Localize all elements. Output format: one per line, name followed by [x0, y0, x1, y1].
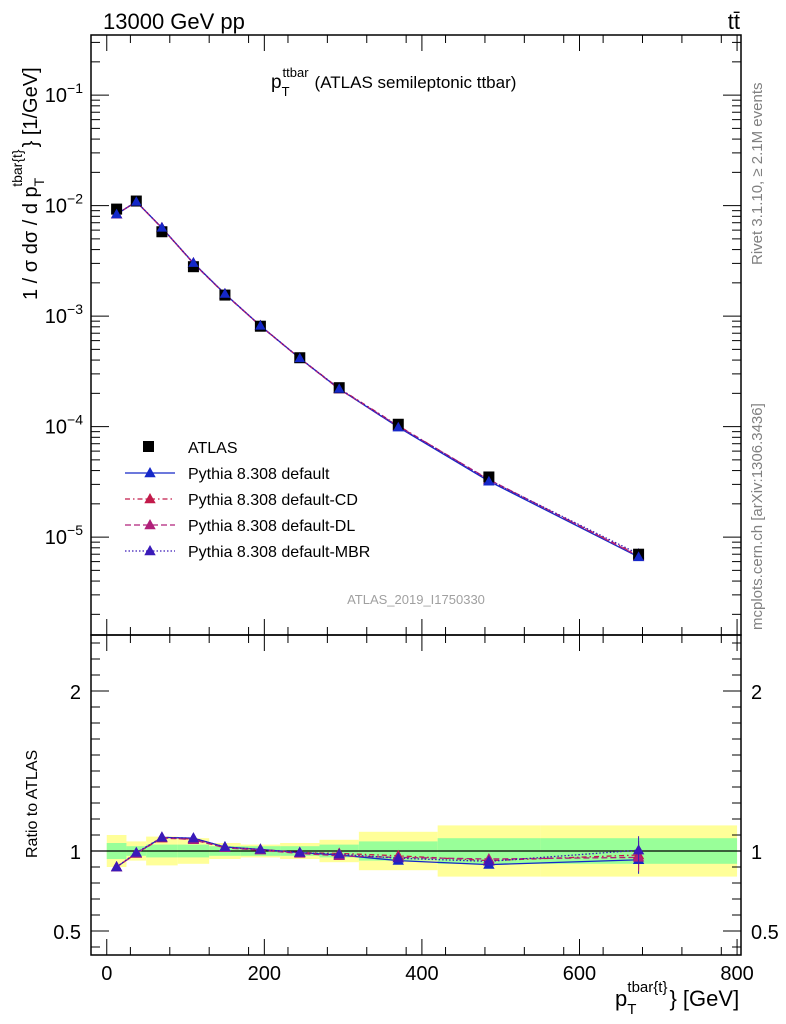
y-tick-label: 10−5: [45, 522, 83, 549]
ratio-series-point: [187, 832, 200, 843]
ratio-tick-label: 1: [70, 842, 81, 864]
series-point-overlay: [219, 288, 231, 298]
y-tick-label: 10−3: [45, 301, 83, 328]
ratio-ylabel: Ratio to ATLAS: [24, 750, 41, 858]
ratio-series-point: [294, 846, 306, 857]
ratio-tick-label: 2: [70, 682, 81, 704]
series-point-overlay: [333, 383, 345, 393]
x-tick-label: 400: [405, 963, 438, 985]
legend-marker-data: [143, 441, 154, 452]
ratio-series-point: [483, 855, 495, 866]
ratio-marks: [110, 831, 645, 874]
ratio-tick-label-right: 2: [751, 682, 762, 704]
ratio-panel: 0 200 400 600 800 0.5 0.5 1 1 2 2 Ratio to ATLAS: [24, 634, 779, 985]
data-point: [156, 226, 168, 238]
legend-marker: [144, 545, 156, 556]
legend-label-data: ATLAS: [188, 440, 238, 457]
legend-marker: [144, 467, 156, 478]
chart-title-sub: T: [282, 84, 290, 99]
ratio-tick-label: 0.5: [53, 922, 81, 944]
main-axes: 10−1 10−2 10−3 10−4 10−5: [45, 35, 741, 635]
legend-label: Pythia 8.308 default-MBR: [188, 544, 370, 561]
series-point-overlay: [131, 196, 142, 206]
ratio-series-point: [156, 831, 168, 842]
series-point-overlay: [393, 421, 404, 432]
x-tick-label: 0: [101, 963, 112, 985]
ratio-series-point: [254, 843, 267, 854]
legend-label: Pythia 8.308 default-DL: [188, 518, 355, 535]
chart-title-sup: ttbar: [283, 65, 310, 80]
ratio-frame: [90, 634, 742, 956]
ratio-axes: 0 200 400 600 800 0.5 0.5 1 1 2 2: [53, 635, 779, 985]
legend: ATLAS Pythia 8.308 default Pythia 8.308 de…: [125, 440, 370, 561]
rivet-version-label: Rivet 3.1.10, ≥ 2.1M events: [749, 83, 766, 266]
legend-marker: [144, 493, 156, 504]
mcplots-reference-label: mcplots.cern.ch [arXiv:1306.3436]: [749, 403, 766, 630]
series-point-overlay: [633, 551, 644, 561]
header-final-state-label: tt̄: [728, 9, 740, 34]
ratio-series-point: [110, 861, 123, 872]
ratio-series-point: [219, 841, 231, 852]
legend-label: Pythia 8.308 default-CD: [188, 492, 358, 509]
chart-title-rest: (ATLAS semileptonic ttbar): [315, 73, 517, 92]
ratio-series-point: [632, 844, 645, 855]
y-tick-label: 10−4: [45, 412, 83, 439]
series-point-overlay: [111, 208, 122, 218]
main-ylabel: 1 / σ dσ / d pTtbar{t}} [1/GeV]: [9, 67, 47, 300]
x-tick-label: 600: [563, 963, 596, 985]
y-tick-label: 10−2: [45, 191, 83, 218]
series-point-overlay: [255, 320, 266, 330]
series-point-overlay: [483, 475, 495, 486]
main-panel: 10−1 10−2 10−3 10−4 10−5 pTttbar (ATLAS semil…: [9, 34, 742, 636]
ratio-series-point: [392, 852, 404, 863]
main-marks: [110, 195, 645, 562]
chart-title-main: p: [271, 72, 282, 93]
y-tick-label: 10−1: [45, 80, 83, 107]
legend-marker: [144, 519, 156, 530]
chart-title: pTttbar (ATLAS semileptonic ttbar): [271, 65, 516, 99]
series-point-overlay: [156, 222, 168, 232]
x-tick-label: 200: [248, 963, 281, 985]
series-line: [116, 200, 639, 557]
ratio-tick-label-right: 0.5: [751, 922, 779, 944]
ratio-bands: [91, 825, 741, 877]
ratio-series-point: [333, 848, 345, 859]
ratio-series-line: [116, 836, 639, 868]
ratio-tick-label-right: 1: [751, 842, 762, 864]
header-process-label: 13000 GeV pp: [103, 9, 245, 34]
svg-text:1 / σ dσ / d pTtbar{t}} [1/GeV: 1 / σ dσ / d pTtbar{t}} [1/GeV]: [9, 67, 47, 300]
x-axis-label: pTtbar{t}} [GeV]: [615, 979, 739, 1018]
x-tick-label: 800: [720, 963, 753, 985]
series-point-overlay: [188, 257, 199, 267]
series-point-overlay: [294, 352, 306, 363]
ratio-series-point: [130, 846, 143, 857]
analysis-watermark: ATLAS_2019_I1750330: [347, 592, 485, 607]
legend-label: Pythia 8.308 default: [188, 466, 330, 483]
